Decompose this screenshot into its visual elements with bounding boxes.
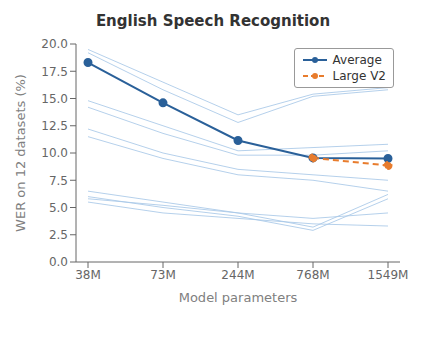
svg-text:38M: 38M <box>75 268 101 282</box>
svg-text:0.0: 0.0 <box>49 255 68 269</box>
svg-text:768M: 768M <box>296 268 329 282</box>
svg-text:244M: 244M <box>221 268 254 282</box>
svg-text:73M: 73M <box>150 268 176 282</box>
svg-text:WER on 12 datasets (%): WER on 12 datasets (%) <box>13 74 28 232</box>
svg-text:17.5: 17.5 <box>41 65 68 79</box>
svg-text:12.5: 12.5 <box>41 119 68 133</box>
html-text:English Speech Recognition: English Speech Recognition <box>95 12 331 30</box>
svg-text:5.0: 5.0 <box>49 201 68 215</box>
html-text:Average: Average <box>332 53 382 67</box>
svg-text:1549M: 1549M <box>368 268 409 282</box>
svg-text:20.0: 20.0 <box>41 37 68 51</box>
svg-text:10.0: 10.0 <box>41 146 68 160</box>
svg-text:Model parameters: Model parameters <box>179 290 298 305</box>
svg-text:15.0: 15.0 <box>41 92 68 106</box>
svg-text:2.5: 2.5 <box>49 228 68 242</box>
html-text:Large V2: Large V2 <box>332 69 386 83</box>
svg-text:7.5: 7.5 <box>49 174 68 188</box>
